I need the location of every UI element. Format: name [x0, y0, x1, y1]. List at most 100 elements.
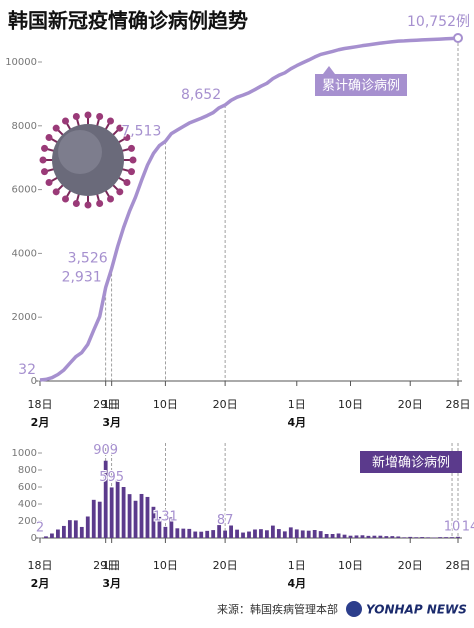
x-tick-label: 10日	[338, 398, 363, 411]
x-month-label: 2月	[31, 577, 50, 590]
bar	[115, 479, 120, 538]
bar	[103, 460, 108, 538]
y-tick-label: 600	[18, 482, 37, 493]
virus-spike-tip	[39, 156, 47, 164]
y-tick-label: 2000	[12, 312, 37, 323]
bar	[372, 535, 377, 538]
virus-spike-tip	[41, 144, 49, 152]
virus-spike-tip	[107, 195, 114, 203]
bar	[151, 506, 156, 538]
virus-spike-tip	[72, 113, 80, 121]
y-tick-label: 10000	[5, 57, 37, 68]
y-tick-label: 0	[31, 533, 37, 544]
bar	[205, 530, 210, 538]
bar	[259, 529, 263, 538]
bar	[139, 493, 144, 538]
y-tick-label: 1000	[12, 448, 37, 459]
credit-logo	[346, 601, 362, 617]
bar	[79, 526, 84, 538]
bar	[133, 500, 138, 538]
bar	[312, 530, 317, 538]
legend-box	[360, 451, 462, 473]
bar	[438, 537, 442, 538]
credit: YONHAP NEWS	[366, 603, 467, 617]
x-month-label: 3月	[102, 416, 121, 429]
x-tick-label: 18日	[28, 398, 53, 411]
virus-spike-tip	[127, 144, 135, 152]
bar	[199, 531, 204, 538]
x-tick-label: 10日	[338, 559, 363, 572]
bar	[342, 534, 347, 538]
data-label: 595	[99, 470, 124, 485]
bar	[50, 533, 54, 538]
virus-spike-tip	[72, 199, 80, 207]
virus-spike-tip	[107, 117, 114, 125]
x-tick-label: 20日	[213, 398, 238, 411]
x-tick-label: 10日	[153, 559, 178, 572]
bar	[408, 536, 413, 538]
virus-spike-tip	[52, 124, 60, 132]
bar	[85, 516, 90, 538]
y-tick-label: 4000	[12, 248, 37, 259]
bar	[390, 536, 395, 538]
bar	[67, 520, 72, 538]
virus-spike-tip	[45, 179, 53, 186]
x-tick-label: 29日	[93, 398, 118, 411]
bar	[61, 525, 66, 538]
bar	[97, 501, 102, 538]
data-label: 2	[36, 520, 44, 535]
bar	[432, 537, 437, 538]
chart-title: 韩国新冠疫情确诊病例趋势	[8, 9, 248, 33]
bar	[181, 528, 186, 538]
bar	[73, 520, 78, 538]
x-tick-label: 28日	[446, 398, 471, 411]
bar	[300, 530, 305, 538]
bar	[276, 529, 281, 538]
bar	[378, 535, 383, 538]
bar	[384, 536, 389, 538]
bar	[163, 526, 168, 538]
virus-spike-tip	[62, 117, 69, 125]
virus-spike-tip	[127, 168, 135, 176]
bar	[56, 529, 60, 538]
bar	[44, 536, 48, 538]
x-month-label: 3月	[102, 577, 121, 590]
bar	[366, 535, 371, 538]
virus-spike-tip	[123, 134, 131, 141]
legend-pointer	[323, 66, 335, 74]
bar	[241, 532, 245, 538]
x-tick-label: 29日	[93, 559, 118, 572]
bar	[282, 531, 287, 538]
data-label: 32	[18, 362, 36, 378]
virus-spike-tip	[96, 199, 104, 207]
data-label: 7,513	[121, 123, 161, 139]
legend-label: 新增确诊病例	[372, 455, 450, 471]
bar	[265, 530, 269, 538]
virus-shade	[58, 130, 102, 174]
x-month-label: 2月	[31, 416, 50, 429]
bar	[294, 529, 299, 538]
virus-spike-tip	[45, 134, 53, 141]
data-label: 14	[462, 519, 474, 534]
x-month-label: 4月	[287, 577, 306, 590]
bar	[121, 487, 126, 538]
bar	[229, 525, 233, 538]
bar	[348, 535, 353, 538]
virus-spike-tip	[52, 188, 60, 196]
bar	[396, 536, 401, 538]
virus-spike-tip	[129, 156, 137, 164]
x-tick-label: 1日	[288, 559, 306, 572]
x-tick-label: 20日	[398, 559, 423, 572]
bar	[360, 535, 365, 538]
bar	[193, 531, 198, 538]
data-label: 87	[217, 513, 234, 528]
virus-spike-tip	[84, 111, 92, 119]
y-tick-label: 800	[18, 465, 37, 476]
y-tick-label: 6000	[12, 185, 37, 196]
bar	[157, 516, 162, 538]
bar	[450, 537, 454, 538]
bar	[456, 536, 460, 538]
data-label: 10,752例	[407, 14, 470, 30]
data-label: 909	[93, 443, 118, 458]
data-label: 10	[444, 520, 461, 535]
